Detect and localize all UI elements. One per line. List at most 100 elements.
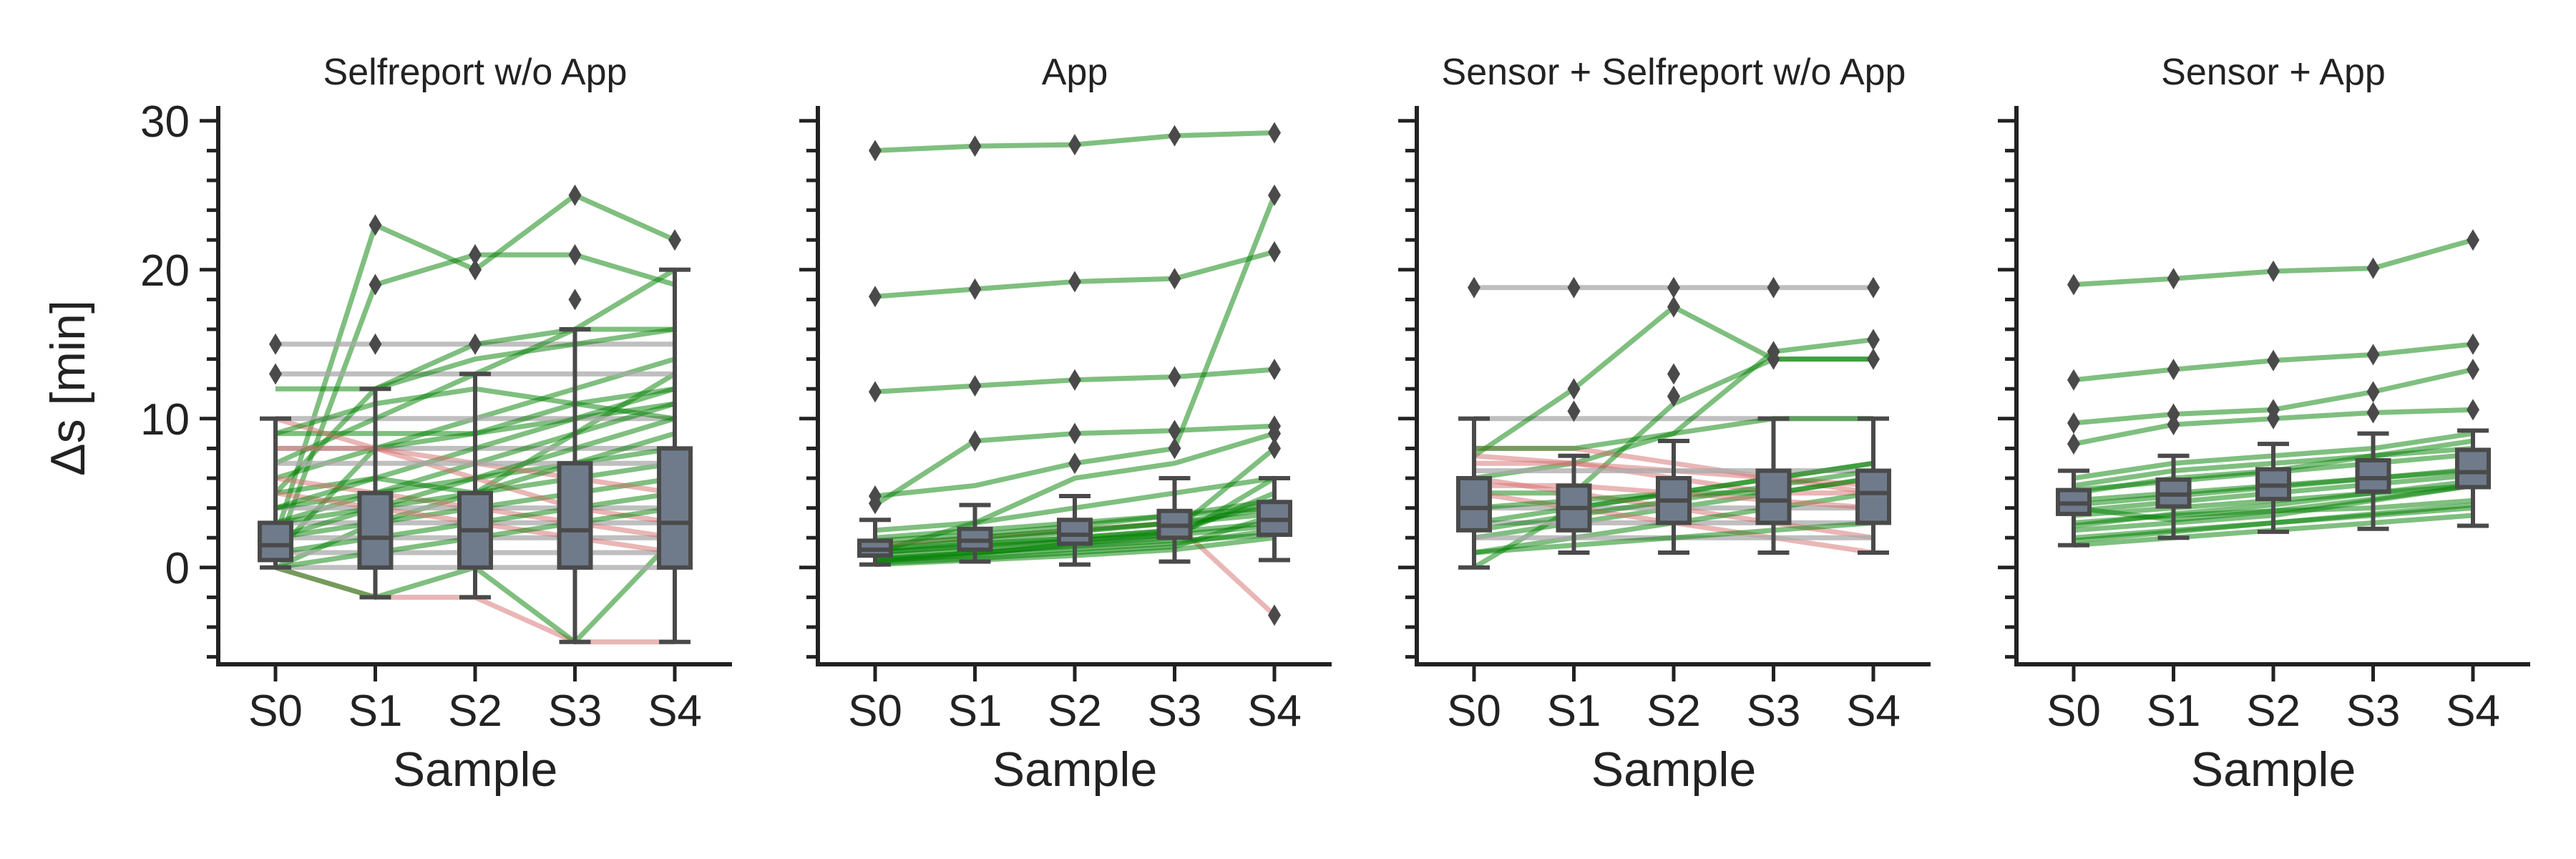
outlier-marker <box>2067 369 2080 391</box>
outlier-marker <box>1168 125 1181 147</box>
outlier-marker <box>1567 400 1581 422</box>
outlier-marker <box>1068 369 1081 391</box>
x-tick-label: S0 <box>2046 686 2101 736</box>
box-iqr <box>657 446 693 570</box>
outlier-marker <box>2267 260 2280 282</box>
outlier-marker <box>568 184 582 206</box>
x-tick-label: S0 <box>1447 686 1501 736</box>
outlier-marker <box>968 430 982 452</box>
outlier-marker <box>2467 229 2479 251</box>
outlier-marker <box>369 333 382 355</box>
outlier-marker <box>1168 437 1181 460</box>
x-axis-label: Sample <box>992 742 1158 797</box>
outlier-marker <box>1168 419 1181 442</box>
x-tick-label: S1 <box>2147 686 2201 736</box>
outlier-marker <box>869 485 882 507</box>
box-iqr <box>357 490 394 570</box>
x-axis-label: Sample <box>2191 742 2356 797</box>
chart-panel: App S0 S1 S2 S3 S4 Sample <box>799 52 1332 797</box>
x-tick-label: S2 <box>1048 686 1102 736</box>
outlier-marker <box>1667 276 1680 299</box>
outlier-marker <box>1068 422 1081 445</box>
y-tick-label: 30 <box>140 97 190 147</box>
outlier-marker <box>1567 378 1581 400</box>
panel-title: App <box>1042 52 1108 93</box>
outlier-marker <box>2366 402 2380 424</box>
chart-panels: Selfreport w/o App 0 10 20 30 S0 S1 S2 S3 S4 Sampl… <box>140 52 2530 797</box>
outlier-marker <box>2467 333 2479 355</box>
outlier-marker <box>1567 276 1581 299</box>
outlier-marker <box>869 286 882 308</box>
x-tick-label: S4 <box>1846 686 1901 736</box>
x-tick-label: S1 <box>948 686 1002 736</box>
outlier-marker <box>469 258 482 281</box>
box-iqr <box>1456 476 1492 533</box>
y-tick-label: 0 <box>165 544 190 593</box>
outlier-marker <box>369 214 382 236</box>
outlier-marker <box>469 333 482 355</box>
panel-title: Sensor + Selfreport w/o App <box>1442 52 1906 93</box>
outlier-marker <box>1068 271 1081 293</box>
outlier-marker <box>1268 359 1281 381</box>
x-tick-label: S0 <box>248 686 303 736</box>
outlier-marker <box>1867 329 1880 351</box>
y-tick-label: 20 <box>140 246 190 296</box>
x-tick-label: S1 <box>1547 686 1601 736</box>
outlier-marker <box>2467 399 2479 421</box>
box-iqr <box>557 461 593 570</box>
panel-title: Sensor + App <box>2161 52 2386 93</box>
outlier-marker <box>568 244 582 266</box>
chart-panel: Sensor + App S0 S1 S2 S3 S4 Sample <box>1998 52 2530 797</box>
outlier-marker <box>2267 349 2280 372</box>
outlier-marker <box>2366 381 2380 403</box>
outlier-marker <box>1268 241 1281 263</box>
outlier-marker <box>1268 415 1281 437</box>
panel-title: Selfreport w/o App <box>323 52 628 93</box>
x-axis-label: Sample <box>1591 742 1757 797</box>
x-tick-label: S3 <box>2346 686 2401 736</box>
x-tick-label: S1 <box>348 686 403 736</box>
x-tick-label: S3 <box>548 686 602 736</box>
x-tick-label: S2 <box>1646 686 1701 736</box>
outlier-marker <box>2366 257 2380 279</box>
box-iqr <box>2455 447 2491 490</box>
series-line <box>275 326 675 392</box>
outlier-marker <box>269 333 282 355</box>
outlier-marker <box>1867 348 1880 370</box>
outlier-marker <box>2167 359 2180 381</box>
outlier-marker <box>869 381 882 403</box>
outlier-marker <box>469 244 482 266</box>
outlier-marker <box>1268 122 1281 144</box>
outlier-marker <box>2067 412 2080 435</box>
outlier-marker <box>568 288 582 311</box>
box-iqr <box>1057 518 1093 546</box>
outlier-marker <box>2267 399 2280 421</box>
chart-panel: Selfreport w/o App 0 10 20 30 S0 S1 S2 S3 S4 Sampl… <box>140 52 732 797</box>
outlier-marker <box>968 278 982 300</box>
box-iqr <box>258 520 293 563</box>
x-axis-label: Sample <box>393 742 558 797</box>
outlier-marker <box>1068 452 1081 475</box>
outlier-marker <box>1767 341 1780 363</box>
outlier-marker <box>668 229 681 251</box>
outlier-marker <box>869 140 882 162</box>
y-tick-label: 10 <box>140 395 190 445</box>
outlier-marker <box>1168 268 1181 290</box>
outlier-marker <box>369 273 382 296</box>
outlier-marker <box>968 375 982 397</box>
outlier-marker <box>1268 437 1281 460</box>
outlier-marker <box>269 363 282 385</box>
box-iqr <box>1855 468 1891 525</box>
outlier-marker <box>2366 344 2380 366</box>
outlier-marker <box>2067 273 2080 296</box>
y-axis-label: Δs [min] <box>41 300 95 476</box>
outlier-marker <box>1767 276 1780 299</box>
outlier-marker <box>1168 366 1181 388</box>
x-tick-label: S4 <box>2446 686 2500 736</box>
outlier-marker <box>2067 433 2080 455</box>
outlier-marker <box>2167 268 2180 290</box>
outlier-marker <box>1867 276 1880 299</box>
outlier-marker <box>1268 604 1281 626</box>
box-iqr <box>1755 468 1792 525</box>
